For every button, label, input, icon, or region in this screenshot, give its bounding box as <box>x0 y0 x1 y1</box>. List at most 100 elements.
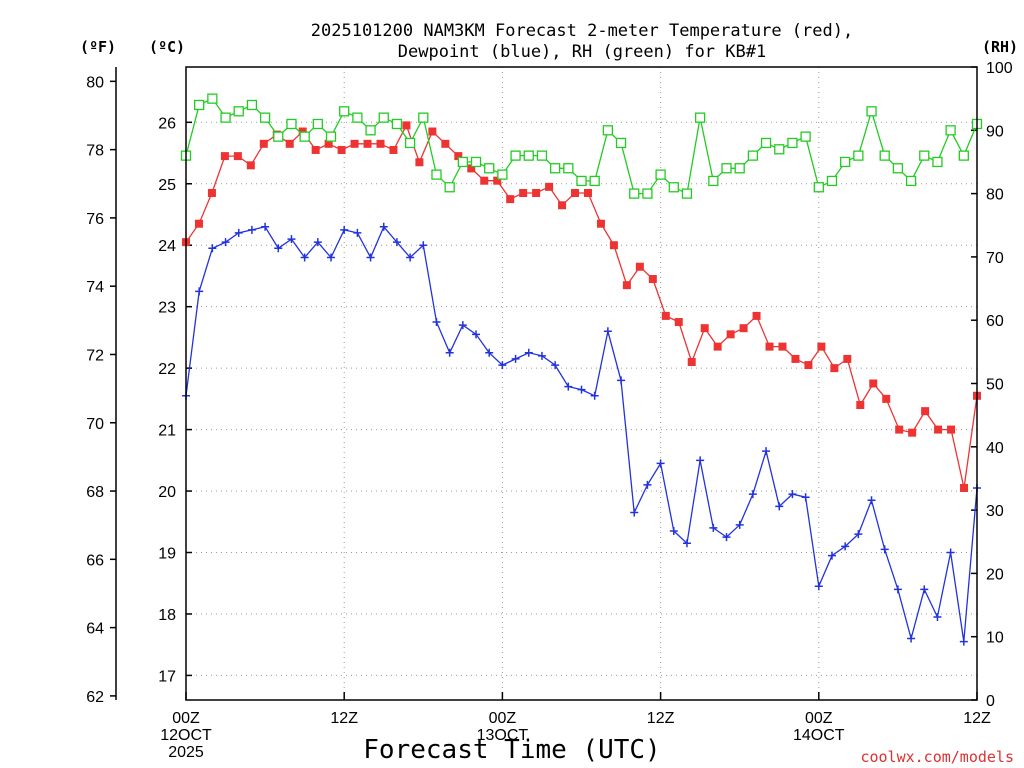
temperature-point <box>635 262 644 271</box>
temperature-point <box>519 188 528 197</box>
dewpoint-point <box>827 551 836 560</box>
dewpoint-point <box>788 490 797 499</box>
rh-point <box>774 144 785 155</box>
dewpoint-point <box>867 496 876 505</box>
temperature-point <box>895 425 904 434</box>
temperature-point <box>596 219 605 228</box>
celsius-tick-label: 23 <box>158 300 176 317</box>
temperature-point <box>259 139 268 148</box>
temperature-point <box>609 241 618 250</box>
celsius-tick-label: 24 <box>158 238 176 255</box>
rh-point <box>708 175 719 187</box>
temperature-point <box>700 324 709 333</box>
time-tick-label: 12OCT <box>160 727 212 744</box>
temperature-point <box>713 342 722 351</box>
temperature-point <box>324 139 333 148</box>
temperature-point <box>285 139 294 148</box>
temperature-point <box>207 188 216 197</box>
dewpoint-point <box>313 238 322 247</box>
celsius-tick-label: 25 <box>158 177 176 194</box>
rh-tick-label: 50 <box>986 377 1004 394</box>
temperature-point <box>843 354 852 363</box>
rh-point <box>747 150 759 161</box>
time-tick-label: 12Z <box>330 710 358 727</box>
dewpoint-point <box>775 502 784 511</box>
temperature-series <box>182 121 981 492</box>
temperature-point <box>337 145 346 154</box>
rh-point <box>642 188 653 199</box>
temperature-point <box>778 342 787 351</box>
dewpoint-point <box>472 330 481 339</box>
rh-point <box>576 175 587 187</box>
fahrenheit-tick-label: 80 <box>86 74 104 91</box>
rh-point <box>352 112 363 123</box>
dewpoint-point <box>327 253 336 262</box>
temperature-point <box>571 188 580 197</box>
rh-tick-label: 40 <box>986 440 1004 457</box>
dewpoint-point <box>392 238 401 247</box>
temperature-point <box>947 425 956 434</box>
celsius-tick-label: 26 <box>158 115 176 132</box>
time-tick-label: 00Z <box>489 710 517 727</box>
dewpoint-point <box>274 244 283 253</box>
rh-point <box>945 125 956 136</box>
fahrenheit-tick-label: 70 <box>86 416 104 433</box>
dewpoint-point <box>920 585 929 594</box>
dewpoint-point <box>195 287 204 296</box>
temperature-point <box>791 354 800 363</box>
dewpoint-point <box>537 351 546 360</box>
rh-point <box>246 99 258 111</box>
dewpoint-point <box>907 634 916 643</box>
temperature-point <box>921 407 930 416</box>
rh-point <box>536 150 548 161</box>
dewpoint-point <box>419 241 428 250</box>
temperature-point <box>934 425 943 434</box>
dewpoint-point <box>880 545 889 554</box>
dewpoint-point <box>946 548 955 557</box>
dewpoint-point <box>300 253 309 262</box>
temperature-point <box>739 324 748 333</box>
celsius-ticks: 17 18 19 20 21 22 23 24 25 26 <box>158 115 192 685</box>
rh-point <box>549 163 561 174</box>
rh-point <box>589 175 600 187</box>
dewpoint-point <box>801 493 810 502</box>
rh-point <box>273 131 284 142</box>
rh-point <box>325 131 337 142</box>
fahrenheit-tick-label: 68 <box>86 484 104 501</box>
dewpoint-point <box>933 613 942 622</box>
rh-tick-label: 30 <box>986 503 1004 520</box>
temperature-point <box>493 176 502 185</box>
rh-point <box>510 150 521 161</box>
rh-point <box>444 182 455 193</box>
temperature-point <box>194 219 203 228</box>
temperature-point <box>622 281 631 290</box>
rh-point <box>721 163 732 174</box>
dewpoint-point <box>656 459 665 468</box>
rh-point <box>391 118 403 130</box>
temperature-point <box>441 139 450 148</box>
temperature-point <box>350 139 359 148</box>
credit-link[interactable]: coolwx.com/models <box>860 748 1014 766</box>
rh-unit-label: (RH) <box>982 38 1018 56</box>
dewpoint-point <box>287 235 296 244</box>
rh-series <box>180 93 983 199</box>
temperature-point <box>376 139 385 148</box>
rh-point <box>339 106 350 117</box>
rh-point <box>734 163 745 174</box>
temperature-point <box>389 145 398 154</box>
temperature-point <box>674 318 683 327</box>
dewpoint-point <box>379 222 388 231</box>
rh-tick-label: 10 <box>986 630 1004 647</box>
temperature-point <box>661 311 670 320</box>
grid-lines <box>186 67 977 700</box>
dewpoint-point <box>564 382 573 391</box>
rh-point <box>523 150 534 161</box>
dewpoint-point <box>669 526 678 535</box>
dewpoint-point <box>524 348 533 357</box>
fahrenheit-ticks: 62 64 66 68 70 72 74 76 78 80 <box>86 74 116 706</box>
rh-point <box>484 163 495 174</box>
plot-frame <box>185 66 978 701</box>
rh-point <box>497 169 508 180</box>
temperature-point <box>467 164 476 173</box>
